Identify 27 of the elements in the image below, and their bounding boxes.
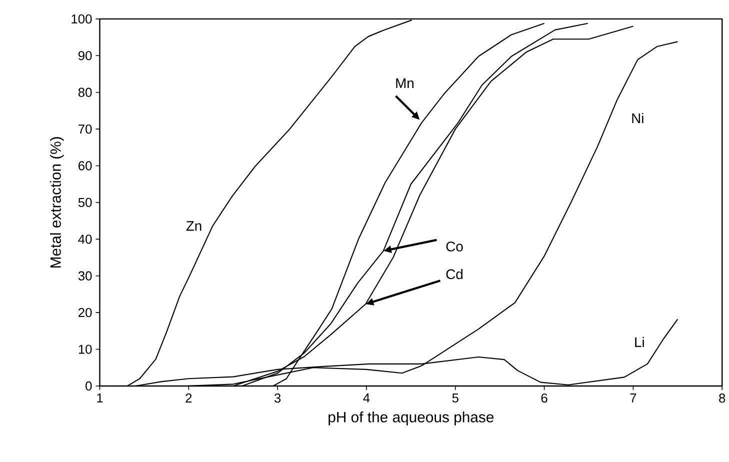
annotation: Co [446,242,463,252]
x-tick-label: 4 [363,394,370,402]
x-tick-label: 7 [630,394,636,402]
y-tick-label: 70 [78,124,92,134]
y-tick-label: 50 [78,198,92,208]
x-tick-label: 6 [541,394,548,403]
y-axis-title: Metal extraction (%) [50,137,64,268]
x-tick-label: 1 [97,394,103,402]
y-tick-label: 20 [78,308,92,318]
x-tick-label: 3 [274,394,281,403]
annotation: Cd [446,269,462,280]
y-tick-label: 0 [86,382,92,391]
annotation: Zn [186,221,202,231]
annotation: Mn [396,78,414,88]
x-tick-label: 5 [452,394,458,403]
y-tick-label: 40 [78,234,92,244]
y-tick-label: 80 [78,88,92,98]
y-tick-label: 60 [78,161,92,170]
y-tick-label: 10 [78,344,92,354]
x-axis-title: pH of the aqueous phase [328,412,494,426]
y-tick-label: 100 [72,14,92,24]
annotation: Li [635,337,644,348]
y-tick-label: 30 [78,271,92,281]
x-tick-label: 2 [186,394,192,403]
x-tick-label: 8 [719,394,726,403]
y-tick-label: 90 [78,51,92,60]
annotation: Ni [632,113,644,124]
